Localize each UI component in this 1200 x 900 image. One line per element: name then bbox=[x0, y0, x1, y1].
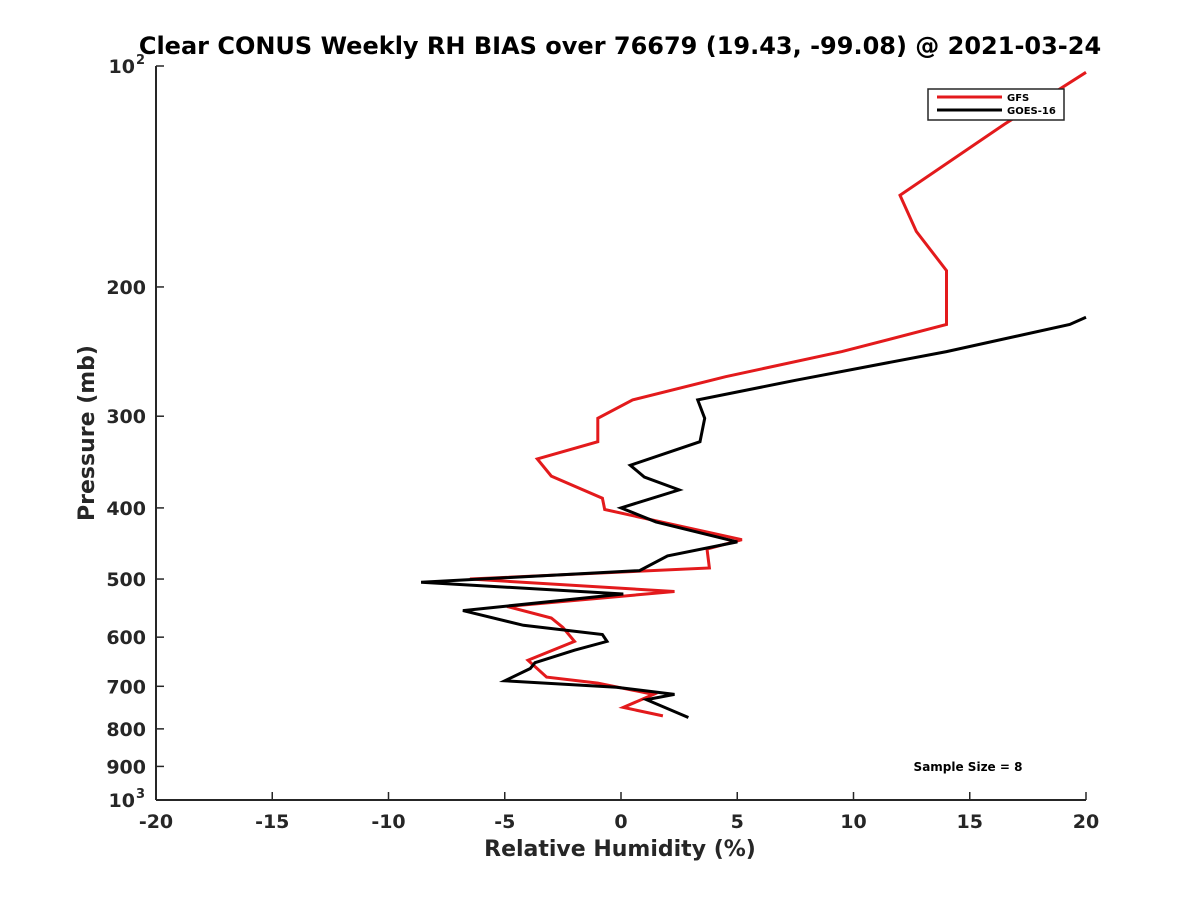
y-tick-label: 900 bbox=[106, 756, 146, 778]
y-tick-label: 400 bbox=[106, 498, 146, 520]
y-tick-label: 200 bbox=[106, 277, 146, 299]
y-tick-label-base: 10 bbox=[109, 56, 135, 78]
x-tick-label: -15 bbox=[255, 811, 289, 833]
x-tick-label: 10 bbox=[840, 811, 866, 833]
legend-label-gfs: GFS bbox=[1007, 93, 1029, 104]
y-tick-label-base: 10 bbox=[109, 790, 135, 812]
series-layer bbox=[421, 71, 1087, 719]
series-line-goes-16 bbox=[421, 315, 1087, 719]
y-tick-label-exponent: 2 bbox=[136, 53, 145, 68]
x-axis-ticks: -20 -15 -10 -5 0 5 10 15 20 bbox=[139, 792, 1099, 833]
sample-size-annotation: Sample Size = 8 bbox=[914, 760, 1023, 774]
y-tick-label: 500 bbox=[106, 569, 146, 591]
chart-title: Clear CONUS Weekly RH BIAS over 76679 (1… bbox=[139, 32, 1101, 60]
x-tick-label: 0 bbox=[614, 811, 627, 833]
plot-area bbox=[156, 66, 1086, 800]
legend-label-goes16: GOES-16 bbox=[1007, 106, 1056, 117]
y-tick-label: 300 bbox=[106, 406, 146, 428]
x-axis-label: Relative Humidity (%) bbox=[484, 837, 756, 862]
y-axis-label: Pressure (mb) bbox=[75, 345, 100, 521]
x-tick-label: 5 bbox=[731, 811, 744, 833]
y-tick-label: 800 bbox=[106, 719, 146, 741]
y-tick-label-exponent: 3 bbox=[136, 787, 145, 802]
legend-box bbox=[927, 88, 1065, 121]
legend: GFS GOES-16 bbox=[927, 88, 1065, 121]
x-tick-label: -10 bbox=[371, 811, 405, 833]
y-tick-label: 700 bbox=[106, 676, 146, 698]
series-line-gfs bbox=[469, 71, 1087, 718]
x-tick-label: 15 bbox=[957, 811, 983, 833]
y-tick-label: 600 bbox=[106, 627, 146, 649]
x-tick-label: 20 bbox=[1073, 811, 1099, 833]
x-tick-label: -20 bbox=[139, 811, 173, 833]
x-tick-label: -5 bbox=[494, 811, 515, 833]
